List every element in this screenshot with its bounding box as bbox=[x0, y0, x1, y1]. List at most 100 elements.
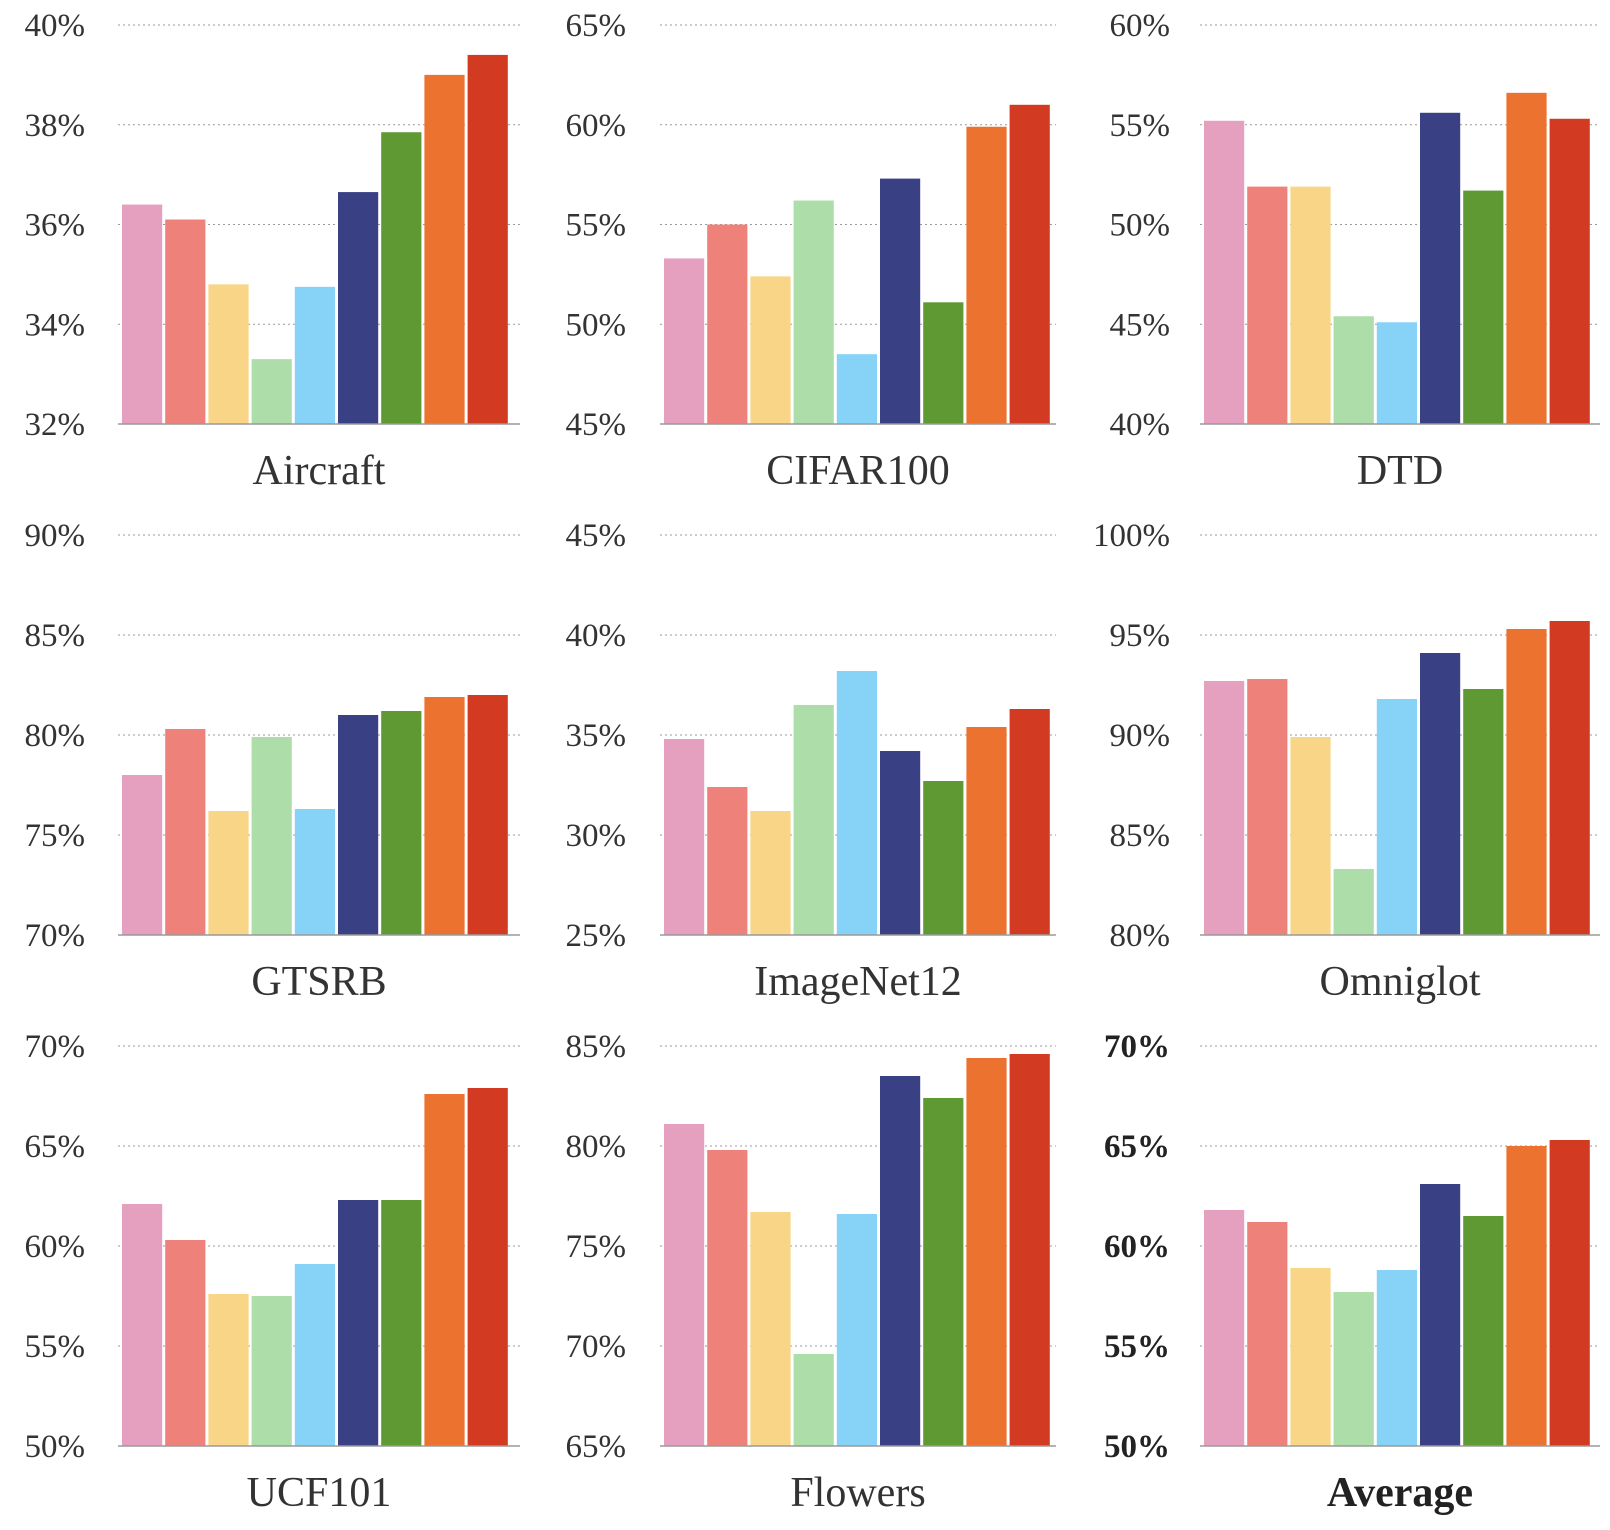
y-tick-label: 50% bbox=[1110, 208, 1171, 244]
bar-average-4 bbox=[1333, 1292, 1374, 1446]
bar-omniglot-7 bbox=[1463, 689, 1504, 935]
panel-title: Aircraft bbox=[253, 448, 386, 494]
y-tick-label: 55% bbox=[1104, 1329, 1170, 1365]
bar-dtd-4 bbox=[1333, 316, 1374, 424]
panel-dtd: 60% 55% 50% 45% 40% DTD bbox=[1110, 8, 1600, 494]
bar-imagenet12-8 bbox=[966, 727, 1007, 935]
bar-average-5 bbox=[1376, 1270, 1417, 1446]
panel-ucf101: 70% 65% 60% 55% 50% UCF101 bbox=[25, 1029, 520, 1516]
y-tick-label: 30% bbox=[566, 818, 627, 854]
bar-aircraft-1 bbox=[122, 204, 163, 424]
y-tick-label: 40% bbox=[1110, 407, 1171, 443]
bar-omniglot-5 bbox=[1376, 699, 1417, 935]
panel-title: Omniglot bbox=[1319, 959, 1480, 1005]
bar-omniglot-4 bbox=[1333, 869, 1374, 935]
bar-omniglot-8 bbox=[1506, 629, 1547, 935]
y-tick-label: 80% bbox=[25, 718, 86, 754]
bar-dtd-6 bbox=[1420, 112, 1461, 424]
y-tick-label: 85% bbox=[25, 618, 86, 654]
panel-average: 70% 65% 60% 55% 50% Average bbox=[1104, 1029, 1600, 1516]
y-tick-label: 55% bbox=[566, 208, 627, 244]
bar-flowers-9 bbox=[1009, 1054, 1050, 1446]
y-tick-label: 60% bbox=[1104, 1229, 1170, 1265]
bar-cifar100-5 bbox=[836, 354, 877, 424]
bar-gtsrb-8 bbox=[424, 697, 465, 935]
bar-dtd-1 bbox=[1204, 120, 1245, 424]
bar-gtsrb-3 bbox=[208, 811, 249, 935]
y-tick-label: 45% bbox=[1110, 307, 1171, 343]
panel-title: ImageNet12 bbox=[754, 959, 962, 1005]
bar-dtd-7 bbox=[1463, 190, 1504, 424]
bar-ucf101-6 bbox=[338, 1200, 379, 1446]
bar-average-9 bbox=[1549, 1140, 1590, 1446]
y-tick-label: 38% bbox=[25, 108, 86, 144]
bar-cifar100-9 bbox=[1009, 104, 1050, 425]
y-tick-label: 90% bbox=[1110, 718, 1171, 754]
bar-cifar100-6 bbox=[880, 178, 921, 424]
y-tick-label: 85% bbox=[1110, 818, 1171, 854]
bar-omniglot-1 bbox=[1204, 681, 1245, 935]
y-tick-label: 50% bbox=[25, 1429, 86, 1465]
bar-ucf101-3 bbox=[208, 1294, 249, 1446]
y-tick-label: 55% bbox=[25, 1329, 86, 1365]
bar-ucf101-2 bbox=[165, 1240, 206, 1446]
bar-ucf101-5 bbox=[294, 1264, 335, 1446]
bar-flowers-3 bbox=[750, 1212, 791, 1446]
bar-average-7 bbox=[1463, 1216, 1504, 1446]
y-tick-label: 65% bbox=[1104, 1129, 1170, 1165]
bar-aircraft-6 bbox=[338, 192, 379, 424]
y-tick-label: 75% bbox=[566, 1229, 627, 1265]
bar-gtsrb-9 bbox=[467, 695, 508, 935]
bar-gtsrb-6 bbox=[338, 715, 379, 935]
bar-average-3 bbox=[1290, 1268, 1331, 1446]
panel-title: Average bbox=[1327, 1470, 1473, 1516]
bar-aircraft-8 bbox=[424, 74, 465, 424]
panel-omniglot: 100% 95% 90% 85% 80% Omniglot bbox=[1093, 518, 1600, 1005]
panel-aircraft: 40% 38% 36% 34% 32% Aircraft bbox=[25, 8, 520, 494]
bar-ucf101-1 bbox=[122, 1204, 163, 1446]
y-tick-label: 25% bbox=[566, 918, 627, 954]
y-tick-label: 32% bbox=[25, 407, 86, 443]
bar-dtd-2 bbox=[1247, 186, 1288, 424]
y-tick-label: 45% bbox=[566, 518, 627, 554]
y-tick-label: 65% bbox=[566, 8, 627, 44]
y-tick-label: 80% bbox=[1110, 918, 1171, 954]
panel-title: CIFAR100 bbox=[766, 448, 950, 494]
bar-imagenet12-6 bbox=[880, 751, 921, 935]
bar-gtsrb-2 bbox=[165, 729, 206, 935]
bar-omniglot-3 bbox=[1290, 737, 1331, 935]
bar-gtsrb-1 bbox=[122, 775, 163, 935]
bar-ucf101-9 bbox=[467, 1088, 508, 1446]
bar-flowers-7 bbox=[923, 1098, 964, 1446]
y-tick-label: 75% bbox=[25, 818, 86, 854]
panel-title: UCF101 bbox=[247, 1470, 392, 1516]
bar-average-1 bbox=[1204, 1210, 1245, 1446]
y-tick-label: 45% bbox=[566, 407, 627, 443]
y-tick-label: 40% bbox=[566, 618, 627, 654]
y-tick-label: 50% bbox=[566, 307, 627, 343]
bar-omniglot-2 bbox=[1247, 679, 1288, 935]
bar-gtsrb-5 bbox=[294, 809, 335, 935]
y-tick-label: 55% bbox=[1110, 108, 1171, 144]
y-tick-label: 35% bbox=[566, 718, 627, 754]
panel-title: GTSRB bbox=[251, 959, 386, 1005]
y-tick-label: 60% bbox=[25, 1229, 86, 1265]
bar-ucf101-7 bbox=[381, 1200, 422, 1446]
y-tick-label: 70% bbox=[566, 1329, 627, 1365]
panel-title: DTD bbox=[1357, 448, 1443, 494]
panel-title: Flowers bbox=[790, 1470, 925, 1516]
bar-aircraft-7 bbox=[381, 132, 422, 424]
bar-flowers-1 bbox=[664, 1124, 705, 1446]
bar-omniglot-6 bbox=[1420, 653, 1461, 935]
bar-aircraft-5 bbox=[294, 286, 335, 424]
bar-dtd-9 bbox=[1549, 118, 1590, 424]
bar-omniglot-9 bbox=[1549, 621, 1590, 935]
bar-ucf101-8 bbox=[424, 1094, 465, 1446]
y-tick-label: 70% bbox=[25, 1029, 86, 1065]
bar-gtsrb-4 bbox=[251, 737, 292, 935]
bar-average-2 bbox=[1247, 1222, 1288, 1446]
bar-aircraft-4 bbox=[251, 359, 292, 424]
panel-imagenet12: 45% 40% 35% 30% 25% ImageNet12 bbox=[566, 518, 1056, 1005]
bar-average-8 bbox=[1506, 1146, 1547, 1446]
